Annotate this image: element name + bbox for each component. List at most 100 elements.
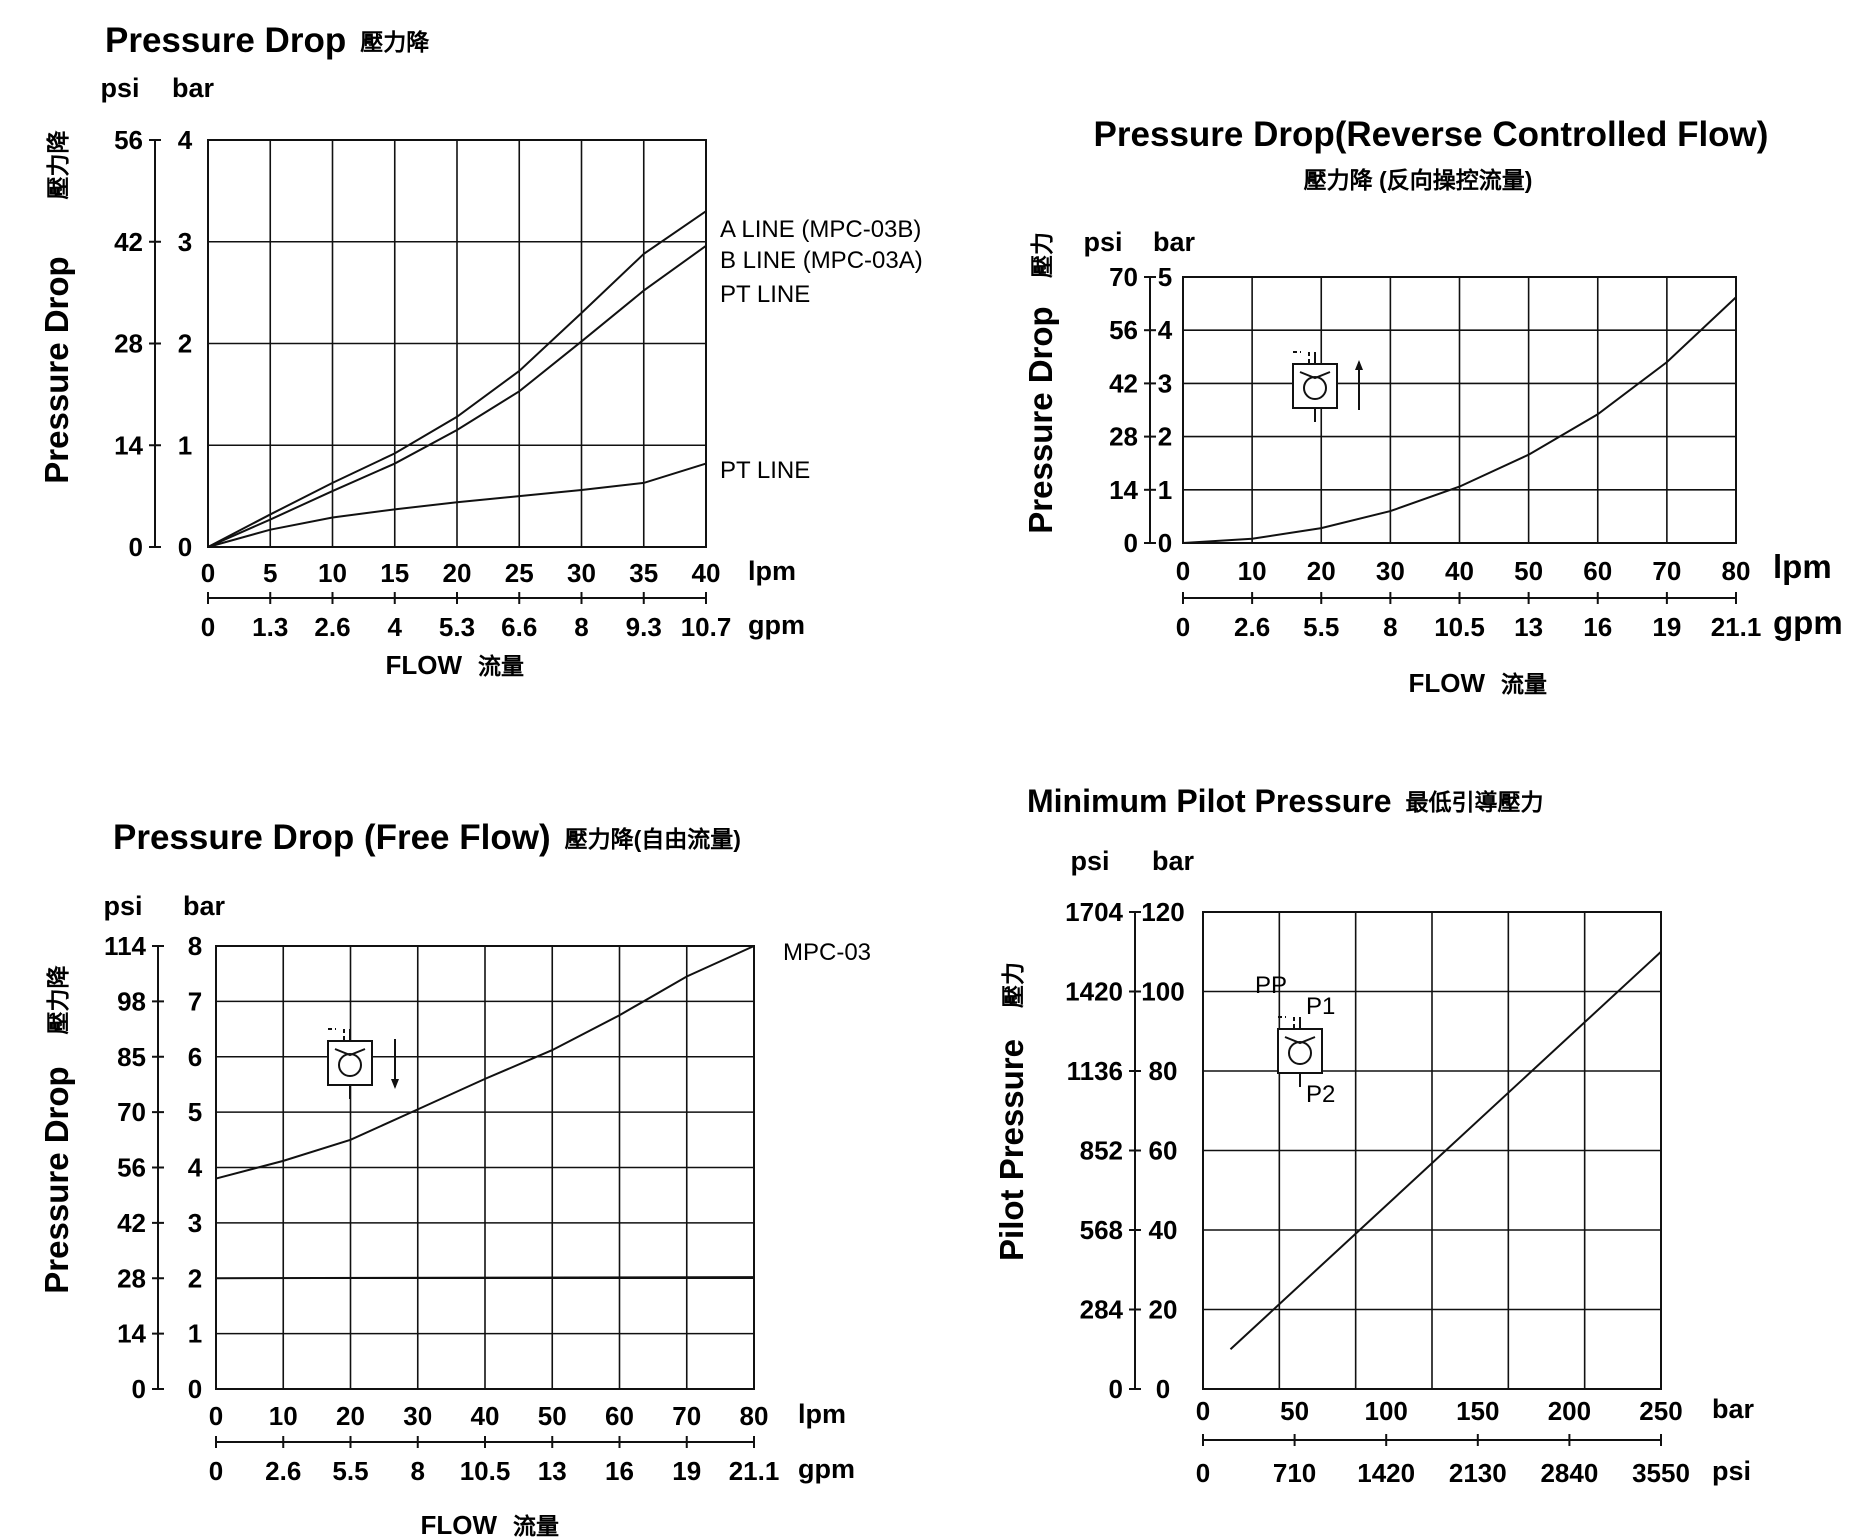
x-tick-primary: 50	[1514, 556, 1543, 586]
y-tick-bar: 40	[1149, 1215, 1178, 1245]
x-tick-primary: 50	[538, 1401, 567, 1431]
y-tick-psi: 0	[1109, 1374, 1123, 1404]
y-tick-psi: 0	[1124, 528, 1138, 558]
y-tick-psi: 56	[114, 125, 143, 155]
chart-title-cjk: 壓力降 (反向操控流量)	[1304, 167, 1533, 193]
x-tick-primary: 20	[336, 1401, 365, 1431]
x-unit-primary: lpm	[748, 556, 796, 586]
x-tick-primary: 200	[1548, 1396, 1591, 1426]
x-tick-secondary: 4	[388, 612, 403, 642]
x-tick-secondary: 9.3	[626, 612, 662, 642]
y-tick-bar: 120	[1141, 897, 1184, 927]
y-axis-title-cjk: 壓力降	[45, 965, 71, 1035]
x-tick-secondary: 2.6	[314, 612, 350, 642]
y-unit-psi: psi	[1070, 846, 1109, 876]
series-line-2	[215, 1276, 755, 1280]
x-tick-primary: 80	[740, 1401, 769, 1431]
x-tick-secondary: 10.5	[1434, 612, 1485, 642]
y-tick-bar: 2	[178, 329, 192, 359]
x-tick-primary: 150	[1456, 1396, 1499, 1426]
flow-arrow-head	[1355, 360, 1363, 370]
x-tick-primary: 250	[1639, 1396, 1682, 1426]
y-tick-bar: 0	[1156, 1374, 1170, 1404]
y-tick-psi: 70	[1109, 262, 1138, 292]
y-tick-psi: 0	[129, 532, 143, 562]
plot-frame	[1202, 911, 1662, 1390]
plot-frame	[1182, 276, 1737, 544]
chart-title: Pressure Drop(Reverse Controlled Flow)	[1094, 115, 1769, 154]
y-tick-psi: 1704	[1065, 897, 1123, 927]
y-tick-bar: 5	[188, 1097, 202, 1127]
y-tick-bar: 4	[178, 125, 193, 155]
y-tick-bar: 80	[1149, 1056, 1178, 1086]
x-tick-primary: 0	[1176, 556, 1190, 586]
y-tick-psi: 42	[114, 227, 143, 257]
valve-seat	[1299, 371, 1331, 380]
x-tick-primary: 30	[567, 558, 596, 588]
y-tick-psi: 28	[114, 329, 143, 359]
x-tick-secondary: 2130	[1449, 1458, 1507, 1488]
plot-frame	[207, 139, 707, 548]
x-axis-title-cjk: 流量	[513, 1513, 559, 1539]
x-tick-secondary: 0	[1196, 1458, 1210, 1488]
valve-seat	[334, 1048, 366, 1057]
valve-ball	[338, 1053, 362, 1077]
x-unit-secondary: psi	[1712, 1456, 1751, 1486]
x-tick-primary: 50	[1280, 1396, 1309, 1426]
x-tick-secondary: 5.3	[439, 612, 475, 642]
y-unit-bar: bar	[183, 891, 226, 921]
x-axis-title-cjk: 流量	[1501, 671, 1547, 697]
series-line-2	[207, 245, 707, 548]
y-tick-bar: 3	[178, 227, 192, 257]
series-line-1	[1182, 296, 1737, 544]
x-axis-title: FLOW	[420, 1510, 497, 1539]
series-label-2: B LINE (MPC-03A)	[720, 247, 923, 274]
y-tick-psi: 0	[132, 1374, 146, 1404]
x-unit-secondary: gpm	[1773, 604, 1843, 641]
chart-title-cjk: 壓力降(自由流量)	[565, 826, 741, 852]
x-tick-primary: 10	[318, 558, 347, 588]
x-tick-secondary: 19	[1652, 612, 1681, 642]
y-tick-bar: 2	[188, 1263, 202, 1293]
x-tick-secondary: 13	[1514, 612, 1543, 642]
x-tick-secondary: 8	[1383, 612, 1397, 642]
x-unit-primary: lpm	[798, 1399, 846, 1429]
x-tick-primary: 40	[1445, 556, 1474, 586]
y-tick-psi: 28	[1109, 422, 1138, 452]
x-tick-primary: 70	[672, 1401, 701, 1431]
y-tick-bar: 0	[178, 532, 192, 562]
y-axis-title-cjk: 壓力降	[45, 130, 71, 200]
x-tick-primary: 60	[1583, 556, 1612, 586]
y-tick-psi: 56	[1109, 315, 1138, 345]
valve-seat	[1284, 1036, 1316, 1045]
y-tick-psi: 14	[114, 430, 143, 460]
x-tick-secondary: 0	[209, 1456, 223, 1486]
x-tick-primary: 20	[443, 558, 472, 588]
x-tick-secondary: 10.5	[460, 1456, 511, 1486]
y-tick-psi: 1136	[1067, 1056, 1123, 1086]
y-axis-title: Pressure Drop	[38, 1066, 75, 1293]
x-tick-secondary: 2840	[1540, 1458, 1598, 1488]
valve-ball	[1303, 376, 1327, 400]
port-label-p2: P2	[1306, 1081, 1335, 1108]
x-unit-primary: bar	[1712, 1394, 1755, 1424]
series-label-mpc03: MPC-03	[783, 939, 871, 966]
y-unit-psi: psi	[1083, 227, 1122, 257]
y-axis-title: Pilot Pressure	[993, 1039, 1030, 1261]
x-tick-secondary: 0	[201, 612, 215, 642]
chart-title: Minimum Pilot Pressure	[1027, 783, 1392, 819]
x-unit-secondary: gpm	[748, 610, 805, 640]
x-tick-secondary: 5.5	[1303, 612, 1339, 642]
y-tick-bar: 4	[188, 1153, 203, 1183]
x-tick-secondary: 13	[538, 1456, 567, 1486]
x-tick-secondary: 0	[1176, 612, 1190, 642]
y-axis-title-cjk: 壓力	[1029, 232, 1055, 278]
x-tick-secondary: 2.6	[265, 1456, 301, 1486]
x-tick-primary: 60	[605, 1401, 634, 1431]
y-tick-bar: 7	[188, 986, 202, 1016]
series-label-1: A LINE (MPC-03B)	[720, 216, 921, 243]
x-tick-primary: 100	[1365, 1396, 1408, 1426]
check-valve-symbol	[1292, 351, 1363, 422]
x-unit-secondary: gpm	[798, 1454, 855, 1484]
